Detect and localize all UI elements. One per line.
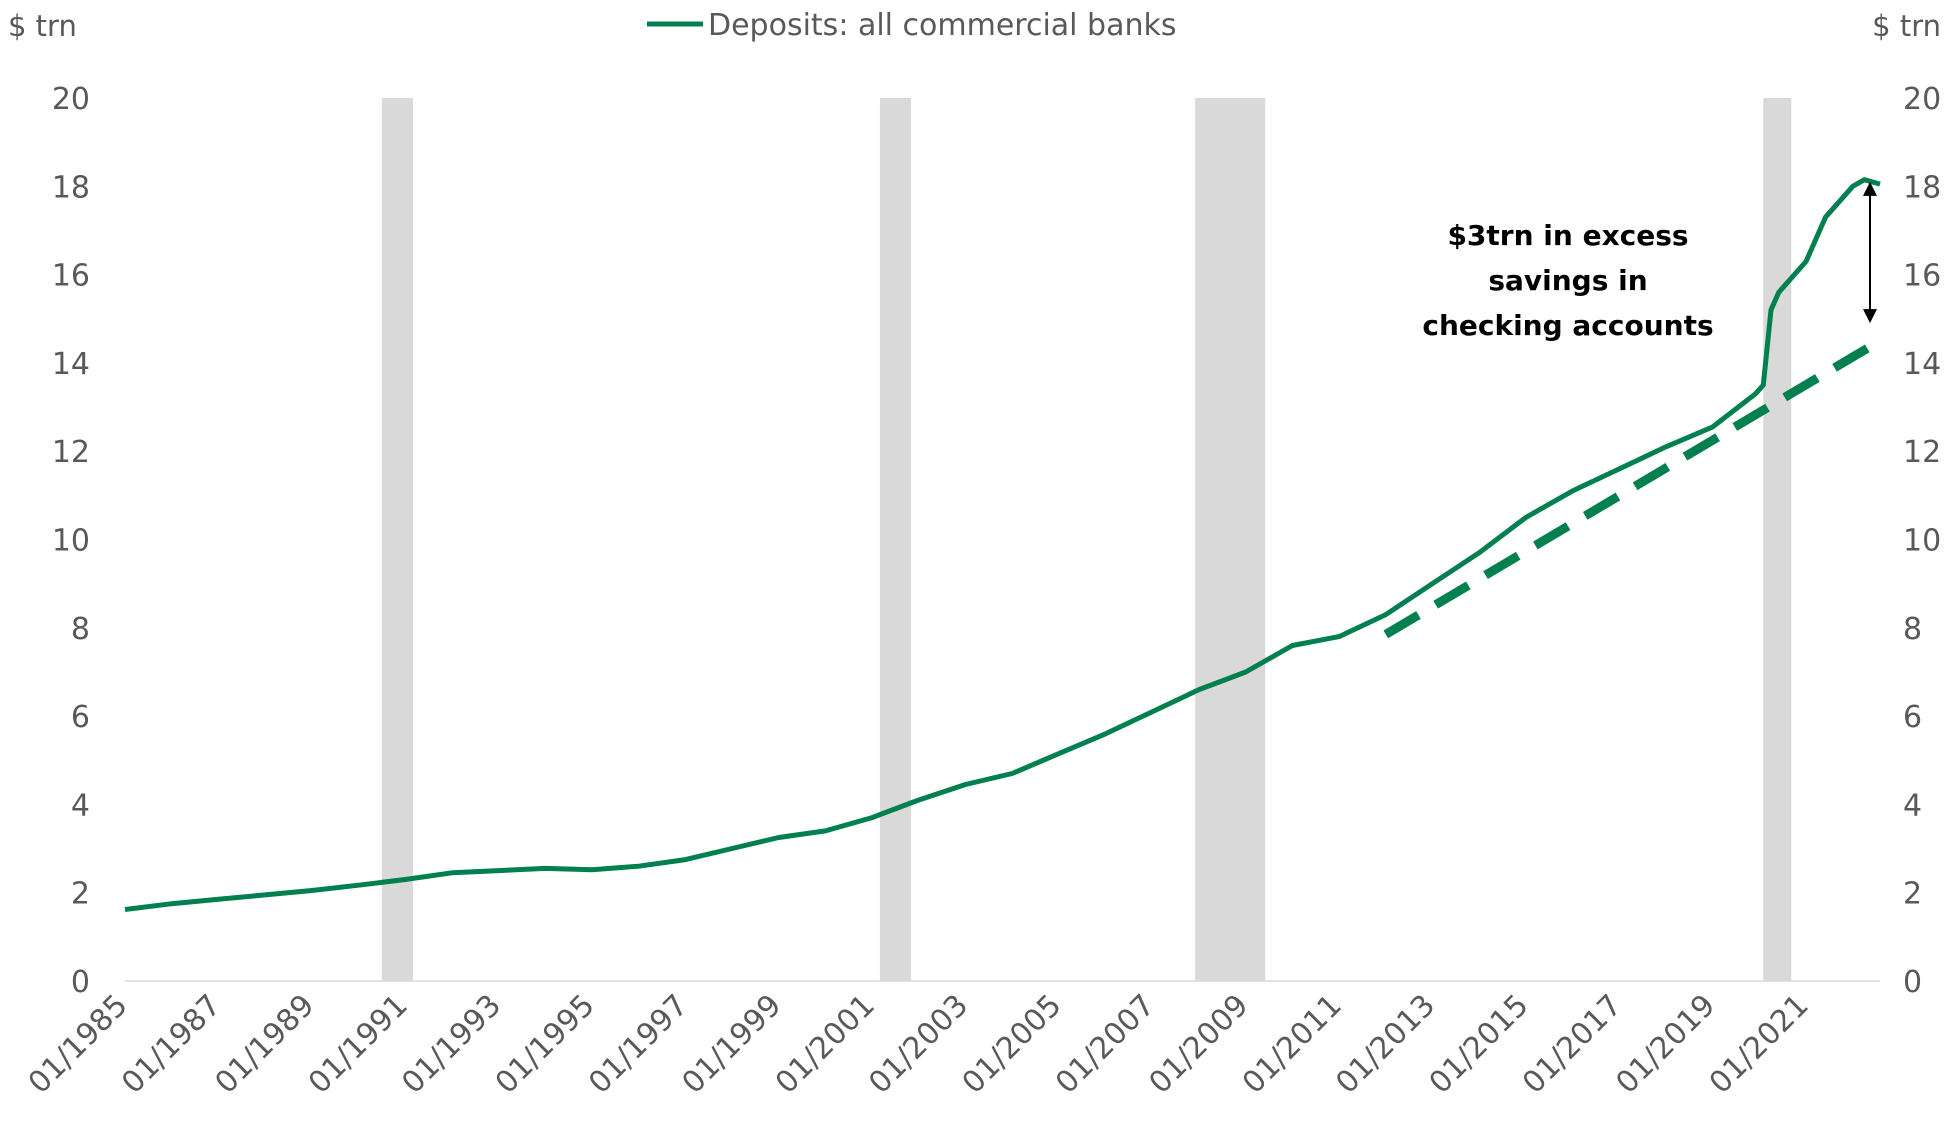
x-tick-2007: 01/2007	[1049, 988, 1162, 1101]
y-tick-right-20: 20	[1903, 82, 1941, 117]
x-tick-1995: 01/1995	[489, 988, 602, 1101]
x-tick-1985: 01/1985	[22, 988, 135, 1101]
y-tick-left-16: 16	[52, 259, 90, 294]
x-tick-1987: 01/1987	[115, 988, 228, 1101]
y-tick-right-18: 18	[1903, 170, 1941, 205]
y-tick-right-10: 10	[1903, 524, 1941, 559]
y-tick-left-14: 14	[52, 347, 90, 382]
x-tick-2001: 01/2001	[769, 988, 882, 1101]
recession-band-2	[1195, 98, 1266, 981]
recession-band-0	[381, 98, 413, 981]
series-layer	[124, 177, 1883, 912]
recession-shading-group	[381, 98, 1792, 981]
annotation-line-2: checking accounts	[1422, 309, 1713, 342]
y-axis-right: 0 2 4 6 8 10 12 14 16 18 20	[1903, 82, 1941, 1000]
x-tick-2021: 01/2021	[1703, 988, 1816, 1101]
y-tick-right-2: 2	[1903, 877, 1922, 912]
y-tick-left-4: 4	[71, 788, 90, 823]
x-tick-2005: 01/2005	[956, 988, 1069, 1101]
x-tick-2017: 01/2017	[1516, 988, 1629, 1101]
x-tick-2015: 01/2015	[1423, 988, 1536, 1101]
y-tick-left-10: 10	[52, 524, 90, 559]
annotation-line-1: savings in	[1488, 264, 1647, 297]
x-tick-2011: 01/2011	[1236, 988, 1349, 1101]
y-tick-right-4: 4	[1903, 788, 1922, 823]
y-axis-left: 0 2 4 6 8 10 12 14 16 18 20	[52, 82, 90, 1000]
legend: Deposits: all commercial banks	[647, 8, 1177, 43]
excess-arrow-head-down	[1863, 309, 1877, 324]
y-tick-right-8: 8	[1903, 612, 1922, 647]
x-tick-2019: 01/2019	[1609, 988, 1722, 1101]
x-tick-1997: 01/1997	[582, 988, 695, 1101]
x-tick-1989: 01/1989	[209, 988, 322, 1101]
annotation-line-0: $3trn in excess	[1447, 219, 1688, 252]
y-tick-left-18: 18	[52, 170, 90, 205]
x-axis: 01/198501/198701/198901/199101/199301/19…	[22, 980, 1880, 1101]
x-tick-2003: 01/2003	[862, 988, 975, 1101]
series-line-deposits	[124, 177, 1881, 912]
y-tick-right-16: 16	[1903, 259, 1941, 294]
legend-label: Deposits: all commercial banks	[708, 8, 1177, 43]
excess-arrow-head-up	[1863, 181, 1877, 196]
y-unit-left: $ trn	[8, 9, 77, 43]
recession-band-3	[1763, 98, 1792, 981]
y-tick-left-12: 12	[52, 435, 90, 470]
x-tick-2009: 01/2009	[1142, 988, 1255, 1101]
x-tick-1993: 01/1993	[395, 988, 508, 1101]
y-tick-left-0: 0	[71, 965, 90, 1000]
y-tick-right-6: 6	[1903, 700, 1922, 735]
y-tick-right-0: 0	[1903, 965, 1922, 1000]
annotation-layer: $3trn in excess savings in checking accoun…	[1422, 181, 1877, 342]
y-tick-left-20: 20	[52, 82, 90, 117]
recession-band-1	[879, 98, 912, 981]
y-tick-right-14: 14	[1903, 347, 1941, 382]
y-tick-left-8: 8	[71, 612, 90, 647]
x-tick-2013: 01/2013	[1329, 988, 1442, 1101]
trend-line-dashed	[1383, 336, 1883, 639]
x-tick-1999: 01/1999	[676, 988, 789, 1101]
y-unit-right: $ trn	[1872, 9, 1941, 43]
y-tick-right-12: 12	[1903, 435, 1941, 470]
x-tick-1991: 01/1991	[302, 988, 415, 1101]
y-tick-left-2: 2	[71, 877, 90, 912]
y-tick-left-6: 6	[71, 700, 90, 735]
